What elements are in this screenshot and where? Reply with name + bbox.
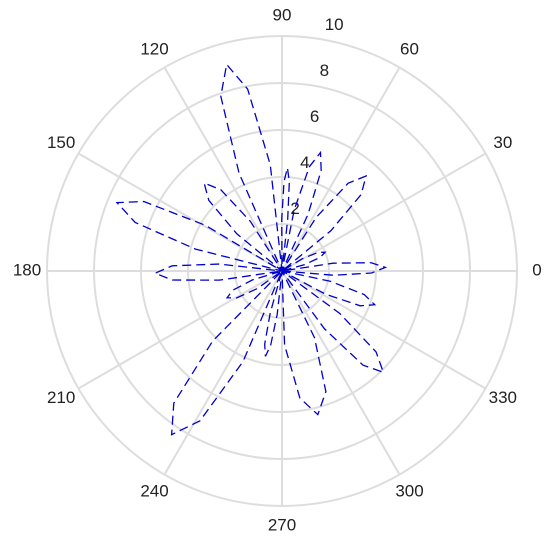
spoke-grid-line [77,152,283,272]
r-tick-label: 2 [290,199,299,218]
spoke-grid-line [77,270,283,390]
spoke-grid-line [163,66,283,272]
r-tick-label: 6 [310,107,319,126]
ring-grid-line [234,223,330,319]
theta-tick-label: 330 [489,388,517,407]
ring-grid-line [93,82,471,460]
polar-line [115,62,388,436]
r-tick-label: 10 [325,15,344,34]
theta-tick-label: 210 [47,388,75,407]
theta-tick-label: 300 [395,481,423,500]
ring-grid-line [140,129,424,413]
theta-tick-label: 120 [140,40,168,59]
theta-tick-label: 270 [268,515,296,534]
theta-tick-label: 60 [400,40,419,59]
spoke-grid-line [281,152,487,272]
theta-tick-label: 0 [532,260,541,279]
spoke-grid-line [281,270,401,476]
spoke-grid-line [281,66,401,272]
theta-tick-label: 30 [493,133,512,152]
theta-tick-label: 90 [273,5,292,24]
r-tick-label: 4 [300,153,309,172]
ring-grid-line [46,35,518,507]
r-tick-label: 8 [320,61,329,80]
theta-tick-label: 240 [140,481,168,500]
spoke-grid-line [163,270,283,476]
ring-grid-line [187,176,377,366]
theta-tick-label: 150 [47,133,75,152]
theta-tick-label: 180 [13,260,41,279]
spoke-grid-line [281,270,487,390]
